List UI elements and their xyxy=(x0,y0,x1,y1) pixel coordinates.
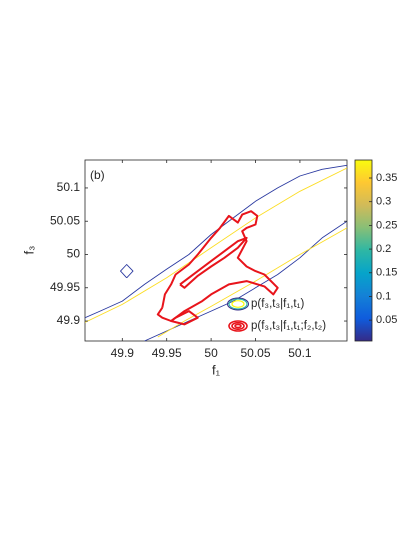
colorbar-tick-label: 0.35 xyxy=(376,172,397,184)
x-axis-label: f₁ xyxy=(212,362,221,377)
y-tick-label: 50.05 xyxy=(50,213,80,227)
y-tick-label: 49.9 xyxy=(57,313,81,327)
x-tick-label: 50.05 xyxy=(241,346,271,360)
y-axis-label: f₃ xyxy=(21,246,36,255)
marginal-contour xyxy=(120,264,134,279)
colorbar-tick-label: 0.15 xyxy=(376,267,397,279)
legend-label: p(f₃,t₃|f₁,t₁;f₂,t₂) xyxy=(251,320,326,332)
conditional-contour xyxy=(179,236,248,289)
marginal-contour xyxy=(85,164,347,319)
legend-swatch xyxy=(234,323,242,329)
colorbar xyxy=(354,159,373,342)
panel-label: (b) xyxy=(90,168,105,182)
conditional-contour xyxy=(156,210,279,322)
legend-swatch xyxy=(231,300,245,308)
x-tick-label: 49.9 xyxy=(111,346,135,360)
legend-label: p(f₃,t₃|f₁,t₁) xyxy=(251,298,305,310)
y-tick-label: 50.1 xyxy=(57,180,81,194)
marginal-contour xyxy=(85,167,347,323)
legend-swatch xyxy=(228,320,248,332)
legend-swatch xyxy=(227,297,249,311)
contour-layer xyxy=(85,164,347,341)
legend-swatch xyxy=(228,298,248,310)
colorbar-tick-label: 0.3 xyxy=(376,196,391,208)
legend-swatch xyxy=(231,321,245,331)
y-tick-label: 50 xyxy=(67,247,81,261)
plot-area xyxy=(84,159,348,342)
x-tick-label: 50.1 xyxy=(288,346,312,360)
colorbar-tick-label: 0.2 xyxy=(376,243,391,255)
x-tick-label: 50 xyxy=(204,346,218,360)
y-tick-label: 49.95 xyxy=(50,280,80,294)
colorbar-tick-label: 0.05 xyxy=(376,314,397,326)
colorbar-tick-label: 0.1 xyxy=(376,290,391,302)
legend: p(f₃,t₃|f₁,t₁) p(f₃,t₃|f₁,t₁;f₂,t₂) xyxy=(227,297,326,332)
colorbar-tick-label: 0.25 xyxy=(376,219,397,231)
conditional-contour xyxy=(170,310,199,326)
x-tick-label: 49.95 xyxy=(152,346,182,360)
